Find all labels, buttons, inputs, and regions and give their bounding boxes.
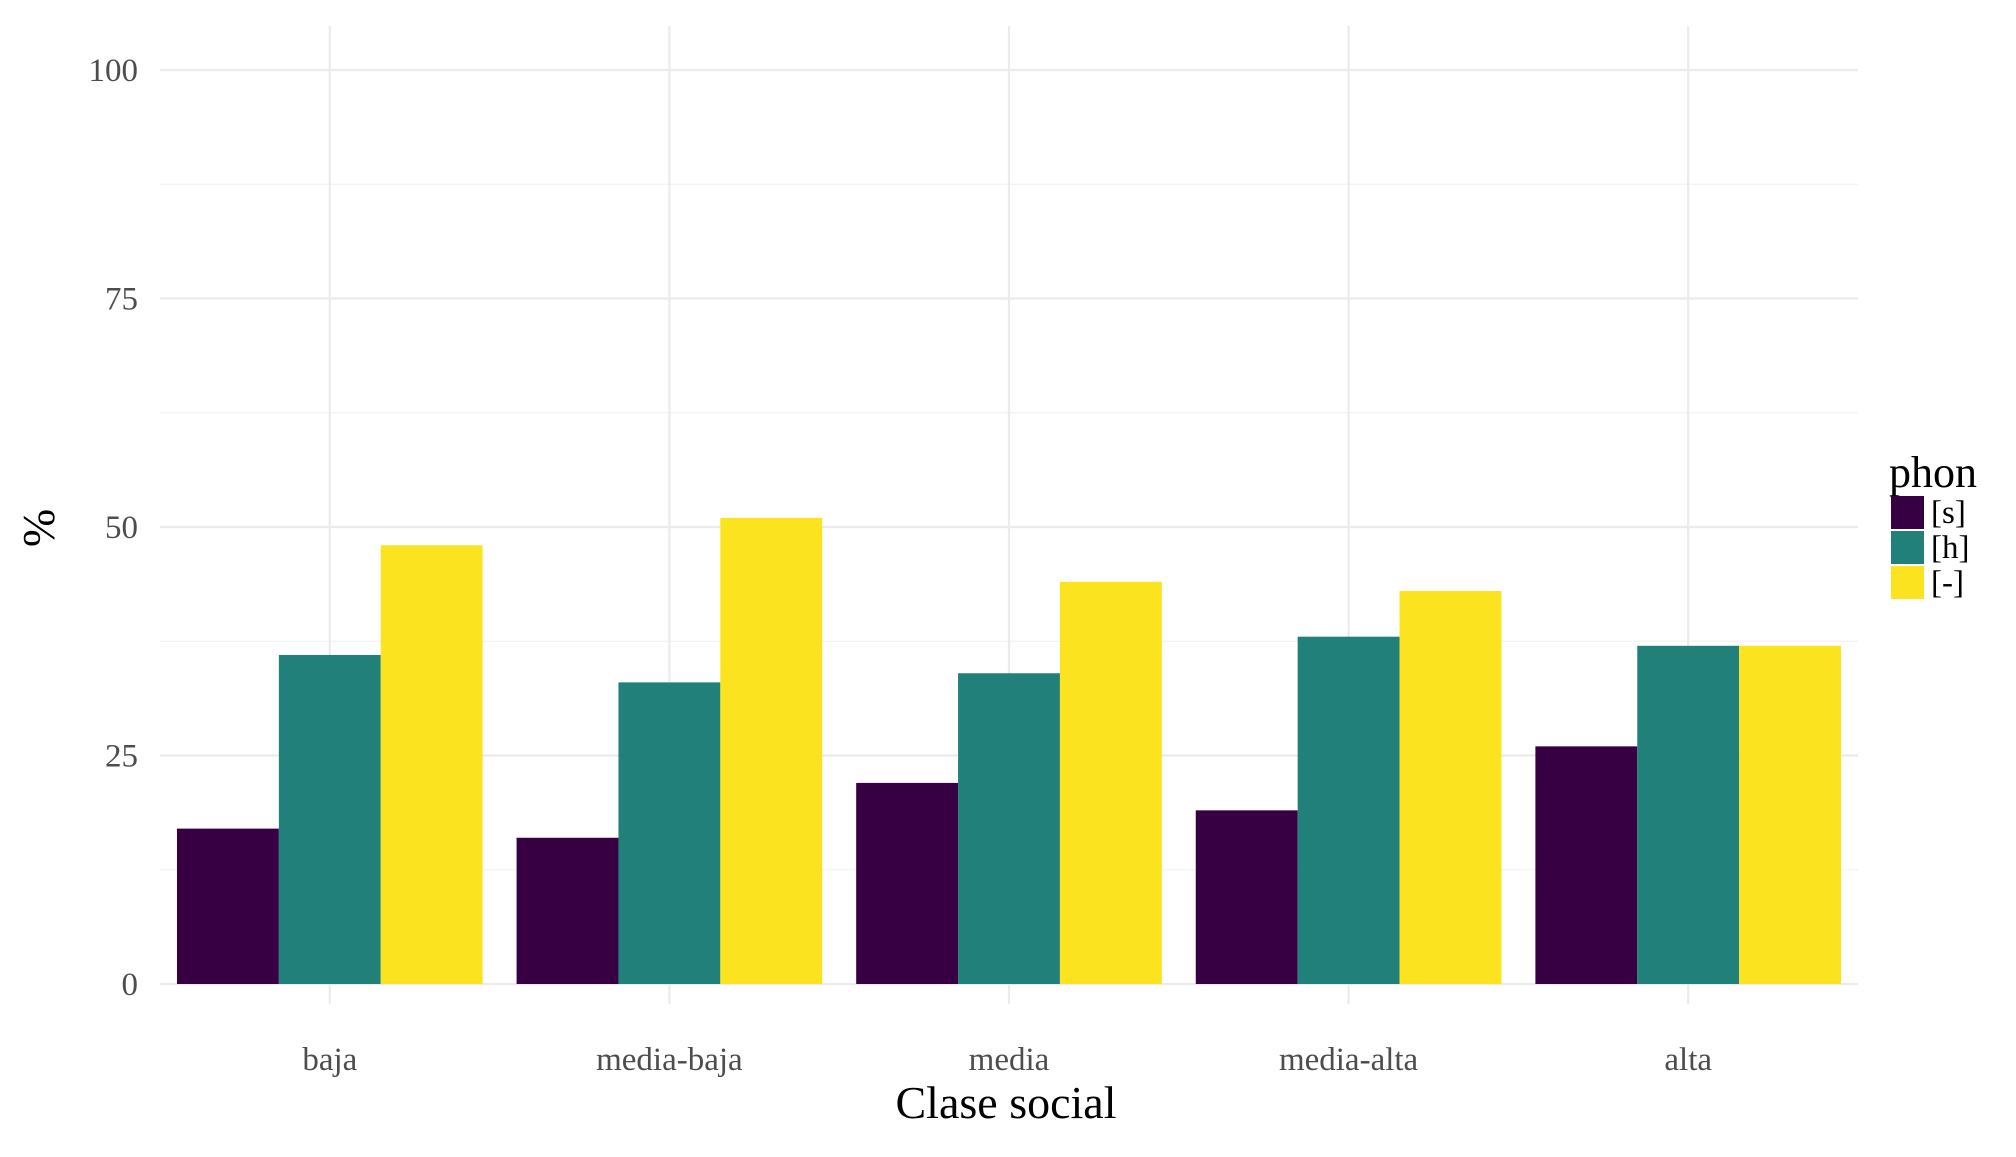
x-axis-title: Clase social [896, 1077, 1117, 1128]
bar-media-series-2 [958, 673, 1060, 984]
legend-label-3: [-] [1931, 565, 1964, 601]
bar-alta-series-1 [1535, 746, 1638, 984]
legend: phon [s][h][-] [1889, 448, 1977, 601]
x-tick-label: media-alta [1279, 1042, 1419, 1078]
bar-media-baja-series-3 [720, 517, 823, 984]
legend-key-2 [1891, 531, 1924, 564]
bar-media-series-3 [1059, 581, 1162, 984]
bar-baja-series-2 [278, 654, 381, 984]
legend-label-2: [h] [1931, 530, 1969, 566]
bar-media-baja-series-2 [618, 682, 721, 984]
x-tick-label: media-baja [596, 1042, 743, 1078]
bar-baja-series-3 [380, 545, 483, 984]
bar-alta-series-2 [1637, 645, 1740, 984]
x-tick-label: baja [302, 1042, 357, 1078]
bar-baja-series-1 [176, 828, 279, 984]
bar-media-baja-series-1 [516, 837, 619, 984]
legend-label-1: [s] [1931, 495, 1966, 531]
legend-key-1 [1891, 496, 1924, 529]
bar-media-alta-series-3 [1399, 590, 1502, 984]
legend-items: [s][h][-] [1891, 495, 1969, 601]
y-axis-title: % [13, 509, 64, 547]
y-tick-label: 25 [105, 739, 138, 775]
bar-media-alta-series-1 [1195, 810, 1298, 984]
x-tick-label: alta [1664, 1042, 1712, 1078]
x-tick-label: media [969, 1042, 1050, 1078]
bars [176, 517, 1842, 984]
bar-alta-series-3 [1739, 645, 1842, 984]
y-axis-ticks: 0 25 50 75 100 [89, 53, 139, 1003]
bar-media-series-1 [856, 782, 959, 984]
y-tick-label: 50 [105, 510, 138, 546]
y-tick-label: 0 [122, 967, 139, 1003]
legend-title: phon [1889, 448, 1977, 497]
y-tick-label: 75 [105, 282, 138, 318]
bar-media-alta-series-2 [1297, 636, 1400, 984]
y-tick-label: 100 [89, 53, 139, 89]
legend-key-3 [1891, 566, 1924, 599]
x-axis-ticks: baja media-baja media media-alta alta [302, 1042, 1712, 1078]
